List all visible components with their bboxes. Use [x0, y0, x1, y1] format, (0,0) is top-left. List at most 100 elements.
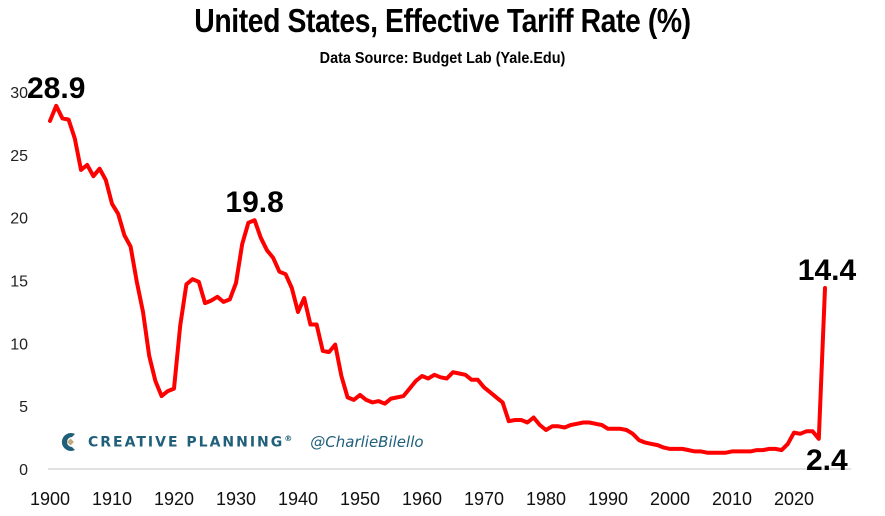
data-point-1915 [141, 310, 145, 314]
data-point-2023 [811, 429, 815, 433]
tariff-rate-line [48, 103, 827, 455]
data-point-1931 [240, 242, 244, 246]
data-point-1995 [637, 438, 641, 442]
x-tick-label: 2010 [712, 489, 752, 509]
data-point-1987 [587, 421, 591, 425]
data-point-1937 [277, 270, 281, 274]
registered-mark: ® [284, 433, 295, 443]
data-point-1997 [649, 442, 653, 446]
data-point-1909 [104, 178, 108, 182]
data-point-2006 [705, 451, 709, 455]
data-point-1984 [569, 423, 573, 427]
data-point-1959 [414, 379, 418, 383]
data-point-1900 [48, 119, 52, 123]
data-point-2012 [742, 449, 746, 453]
data-point-2005 [699, 449, 703, 453]
x-tick-label: 1950 [340, 489, 380, 509]
data-point-1907 [91, 174, 95, 178]
x-tick-label: 1980 [526, 489, 566, 509]
data-point-2016 [767, 447, 771, 451]
data-point-2010 [730, 449, 734, 453]
y-tick-label: 25 [10, 148, 28, 165]
author-handle: @CharlieBilello [310, 433, 424, 451]
data-point-1961 [426, 377, 430, 381]
data-point-1971 [488, 390, 492, 394]
x-tick-label: 1990 [588, 489, 628, 509]
y-axis-ticks: 0 5 10 15 20 25 30 [10, 85, 28, 479]
x-tick-label: 1930 [216, 489, 256, 509]
data-point-2021 [798, 432, 802, 436]
data-point-1990 [606, 427, 610, 431]
data-point-1980 [544, 428, 548, 432]
annotation-19-8: 19.8 [225, 186, 283, 219]
data-point-1967 [463, 373, 467, 377]
data-point-1966 [457, 371, 461, 375]
data-point-1918 [160, 394, 164, 398]
data-point-1905 [79, 168, 83, 172]
x-tick-label: 2020 [774, 489, 814, 509]
data-point-1910 [110, 202, 114, 206]
data-point-2000 [668, 447, 672, 451]
data-point-1927 [215, 295, 219, 299]
data-point-1999 [662, 446, 666, 450]
data-point-1912 [122, 233, 126, 237]
data-point-1928 [222, 300, 226, 304]
data-point-1954 [383, 402, 387, 406]
data-point-1988 [594, 422, 598, 426]
data-point-1942 [308, 322, 312, 326]
y-tick-label: 30 [10, 85, 28, 102]
data-point-2020 [792, 431, 796, 435]
data-point-1921 [178, 324, 182, 328]
data-point-1930 [234, 281, 238, 285]
data-point-1935 [265, 248, 269, 252]
data-point-1978 [532, 415, 536, 419]
data-point-1953 [377, 399, 381, 403]
data-point-1989 [600, 423, 604, 427]
data-point-1968 [470, 378, 474, 382]
data-point-2013 [749, 449, 753, 453]
data-point-1948 [346, 395, 350, 399]
data-point-1975 [513, 418, 517, 422]
data-point-1940 [296, 310, 300, 314]
data-point-1960 [420, 374, 424, 378]
data-point-1947 [339, 374, 343, 378]
y-tick-label: 5 [19, 399, 28, 416]
data-point-2022 [804, 429, 808, 433]
data-point-1938 [284, 272, 288, 276]
value-annotations: 28.9 19.8 14.4 2.4 [27, 72, 857, 477]
data-points [48, 104, 827, 455]
y-tick-label: 15 [10, 274, 28, 291]
data-point-2003 [687, 448, 691, 452]
data-point-1958 [408, 387, 412, 391]
x-tick-label: 1960 [402, 489, 442, 509]
data-point-1908 [98, 167, 102, 171]
chart-subtitle: Data Source: Budget Lab (Yale.Edu) [319, 50, 566, 67]
data-point-1904 [73, 136, 77, 140]
data-point-1951 [364, 398, 368, 402]
data-point-1973 [501, 400, 505, 404]
data-point-1965 [451, 370, 455, 374]
data-point-2017 [773, 447, 777, 451]
data-point-1923 [191, 277, 195, 281]
brand-text: CREATIVE PLANNING [88, 434, 285, 451]
data-point-1957 [401, 394, 405, 398]
data-point-1929 [228, 297, 232, 301]
data-point-1945 [327, 350, 331, 354]
data-point-1976 [519, 418, 523, 422]
data-point-1972 [494, 395, 498, 399]
watermark: CREATIVE PLANNING® @CharlieBilello [60, 431, 424, 453]
data-point-1964 [445, 377, 449, 381]
creative-planning-logo-icon [61, 433, 75, 451]
data-point-1981 [550, 424, 554, 428]
data-point-1916 [147, 354, 151, 358]
annotation-2-4: 2.4 [806, 444, 848, 477]
x-tick-label: 1940 [278, 489, 318, 509]
data-point-1974 [507, 419, 511, 423]
data-point-1902 [60, 116, 64, 120]
data-point-2009 [724, 451, 728, 455]
x-tick-label: 1970 [464, 489, 504, 509]
data-point-2011 [736, 449, 740, 453]
data-point-1977 [525, 421, 529, 425]
data-point-1969 [476, 378, 480, 382]
